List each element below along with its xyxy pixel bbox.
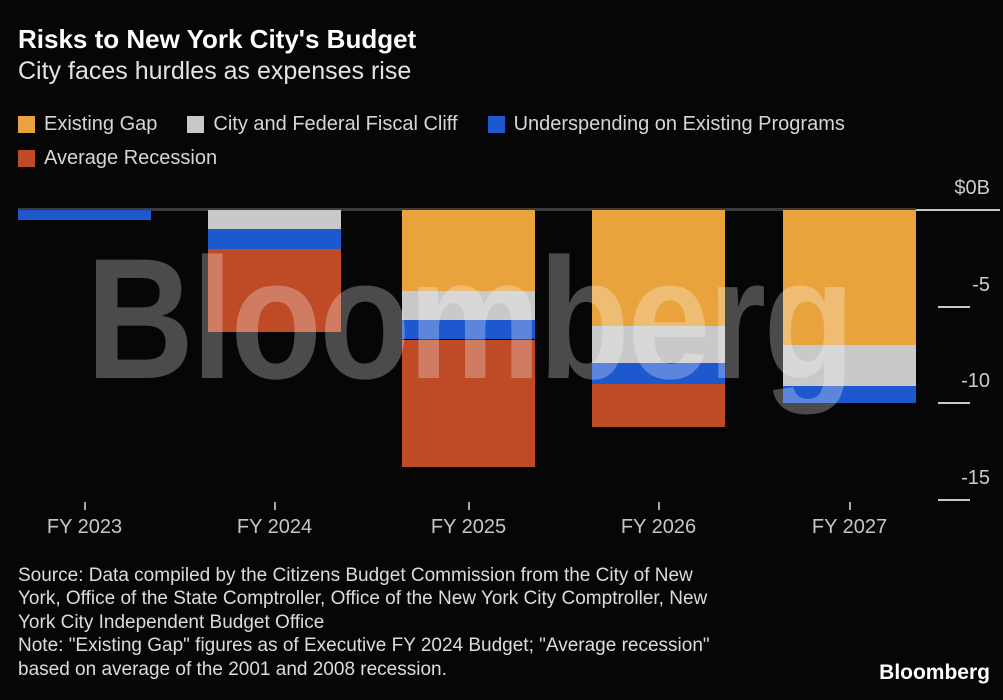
x-axis-label: FY 2026 bbox=[620, 516, 697, 538]
bar-segment-existing-gap bbox=[592, 210, 725, 326]
bar-segment-underspending-on-existing-programs bbox=[592, 362, 725, 385]
legend-item: Average Recession bbox=[18, 147, 217, 170]
x-axis-tick bbox=[467, 502, 470, 510]
footnotes: Source: Data compiled by the Citizens Bu… bbox=[18, 564, 710, 681]
legend-label: Average Recession bbox=[44, 147, 218, 169]
x-axis-label: FY 2023 bbox=[46, 516, 123, 538]
source-line: York, Office of the State Comptroller, O… bbox=[18, 588, 708, 610]
bar-segment-city-and-federal-fiscal-cliff bbox=[592, 326, 725, 363]
bar-segment-underspending-on-existing-programs bbox=[208, 229, 341, 249]
x-axis-tick bbox=[848, 502, 851, 510]
bar-segment-city-and-federal-fiscal-cliff bbox=[402, 291, 535, 321]
legend-swatch-icon bbox=[18, 116, 35, 133]
zero-baseline-right-segment bbox=[916, 209, 1000, 211]
bloomberg-watermark: Bloomberg bbox=[86, 223, 855, 415]
bar-segment-existing-gap bbox=[402, 210, 535, 292]
bar-segment-city-and-federal-fiscal-cliff bbox=[208, 210, 341, 230]
bar-segment-underspending-on-existing-programs bbox=[402, 320, 535, 340]
legend-swatch-icon bbox=[487, 116, 505, 133]
legend-swatch-icon bbox=[187, 116, 205, 133]
legend: Existing Gap City and Federal Fiscal Clif… bbox=[18, 113, 845, 181]
x-axis-tick bbox=[83, 502, 86, 510]
legend-swatch-icon bbox=[18, 150, 35, 167]
bar-segment-existing-gap bbox=[783, 210, 916, 346]
y-axis-tick bbox=[938, 402, 970, 404]
plot-area: Bloomberg $0B -5 -10 -15 FY 2023 FY 2024 FY 20… bbox=[18, 177, 1000, 538]
legend-row: Existing Gap City and Federal Fiscal Clif… bbox=[18, 113, 845, 136]
bar-segment-city-and-federal-fiscal-cliff bbox=[783, 345, 916, 386]
bloomberg-logo: Bloomberg bbox=[879, 661, 990, 684]
legend-item: Underspending on Existing Programs bbox=[487, 113, 845, 136]
chart-title: Risks to New York City's Budget bbox=[18, 24, 417, 54]
x-axis-label: FY 2024 bbox=[236, 516, 313, 538]
source-line: Source: Data compiled by the Citizens Bu… bbox=[18, 565, 693, 586]
legend-label: Underspending on Existing Programs bbox=[513, 113, 845, 135]
y-axis-label: $0B bbox=[954, 177, 990, 199]
y-axis-label: -5 bbox=[972, 274, 990, 296]
bar-segment-underspending-on-existing-programs bbox=[783, 386, 916, 404]
y-axis-label: -10 bbox=[961, 370, 990, 392]
legend-item: Existing Gap bbox=[18, 113, 157, 136]
source-line: York City Independent Budget Office bbox=[18, 611, 325, 633]
legend-row: Average Recession bbox=[18, 147, 845, 170]
x-axis-label: FY 2025 bbox=[430, 516, 507, 538]
legend-item: City and Federal Fiscal Cliff bbox=[187, 113, 458, 136]
zero-baseline bbox=[18, 208, 916, 211]
y-axis-label: -15 bbox=[961, 467, 990, 489]
x-axis-label: FY 2027 bbox=[811, 516, 888, 538]
bar-segment-average-recession bbox=[208, 248, 341, 332]
note-line: based on average of the 2001 and 2008 re… bbox=[18, 658, 447, 680]
legend-label: Existing Gap bbox=[44, 113, 158, 135]
y-axis-tick bbox=[938, 306, 970, 308]
y-axis-tick bbox=[938, 499, 970, 501]
bar-segment-average-recession bbox=[592, 384, 725, 427]
chart-subtitle: City faces hurdles as expenses rise bbox=[18, 57, 412, 85]
legend-label: City and Federal Fiscal Cliff bbox=[213, 113, 458, 135]
note-line: Note: "Existing Gap" figures as of Execu… bbox=[18, 635, 710, 657]
bar-segment-average-recession bbox=[402, 339, 535, 468]
x-axis-tick bbox=[657, 502, 660, 510]
bar-segment-underspending-on-existing-programs bbox=[18, 210, 151, 220]
x-axis-tick bbox=[273, 502, 276, 510]
